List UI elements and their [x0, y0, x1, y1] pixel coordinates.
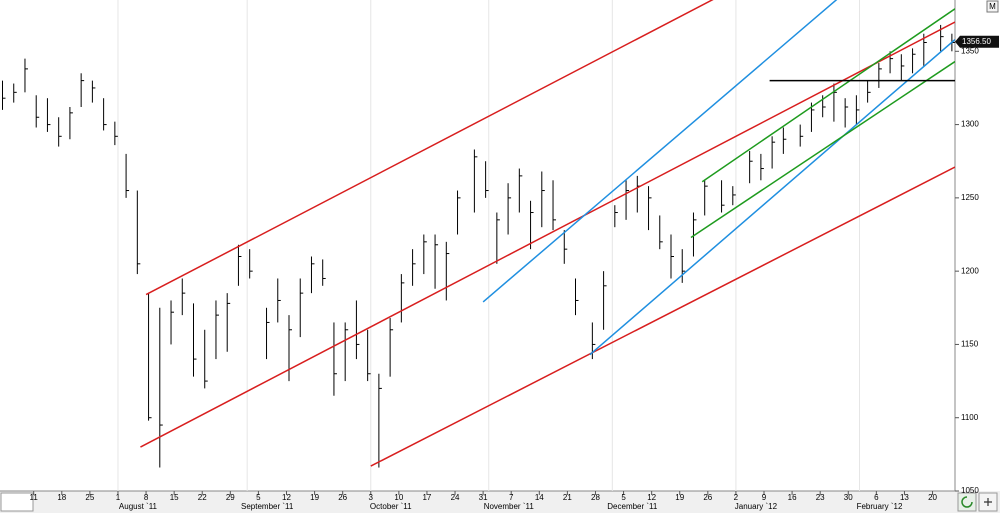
x-tick-label: 16: [788, 493, 797, 502]
x-tick-label: 10: [394, 493, 403, 502]
x-tick-label: 18: [57, 493, 66, 502]
month-label: August `11: [119, 502, 158, 511]
trend-line: [145, 0, 714, 296]
x-tick-label: 22: [198, 493, 207, 502]
x-tick-label: 9: [762, 493, 767, 502]
x-tick-label: 26: [338, 493, 347, 502]
x-tick-label: 23: [816, 493, 825, 502]
x-tick-label: 12: [282, 493, 291, 502]
corner-box[interactable]: [986, 0, 999, 13]
x-tick-label: 30: [844, 493, 853, 502]
trend-line: [589, 39, 955, 356]
month-label: February `12: [857, 502, 903, 511]
x-tick-label: 11: [30, 493, 39, 502]
x-tick-label: 5: [256, 493, 261, 502]
x-tick-label: 5: [621, 493, 626, 502]
x-tick-label: 3: [369, 493, 374, 502]
x-tick-label: 2: [734, 493, 739, 502]
x-tick-label: 25: [85, 493, 94, 502]
x-tick-label: 15: [170, 493, 179, 502]
y-tick-label: 1200: [961, 266, 979, 275]
x-tick-label: 20: [928, 493, 937, 502]
month-label: November `11: [484, 502, 535, 511]
refresh-icon: [961, 496, 973, 508]
x-tick-label: 19: [675, 493, 684, 502]
last-price-label: 1356.50: [962, 37, 991, 46]
trend-line: [701, 8, 955, 183]
x-tick-label: 26: [703, 493, 712, 502]
x-tick-label: 17: [422, 493, 431, 502]
month-label: September `11: [241, 502, 294, 511]
y-tick-label: 1100: [961, 413, 979, 422]
refresh-button[interactable]: [957, 492, 977, 512]
x-axis-band: [0, 491, 1000, 513]
y-tick-label: 1150: [961, 340, 979, 349]
x-tick-label: 24: [451, 493, 460, 502]
x-tick-label: 19: [310, 493, 319, 502]
trend-line: [140, 21, 955, 448]
x-tick-label: 7: [509, 493, 514, 502]
plot: [2, 0, 955, 468]
corner-label: M: [989, 2, 996, 11]
add-icon: [984, 498, 992, 506]
y-tick-label: 1050: [961, 486, 979, 495]
trend-line: [370, 166, 955, 467]
y-tick-label: 1350: [961, 46, 979, 55]
x-tick-label: 14: [535, 493, 544, 502]
x-tick-label: 28: [591, 493, 600, 502]
axes: August `11 September `11 October `11 Novemb…: [30, 35, 999, 511]
x-tick-label: 31: [479, 493, 488, 502]
y-tick-label: 1250: [961, 193, 979, 202]
x-tick-label: 6: [874, 493, 879, 502]
y-tick-label: 1300: [961, 120, 979, 129]
trend-line: [482, 0, 838, 303]
month-label: October `11: [370, 502, 412, 511]
scroll-box[interactable]: [0, 492, 34, 512]
x-tick-label: 1: [116, 493, 121, 502]
x-tick-label: 29: [226, 493, 235, 502]
x-tick-label: 21: [563, 493, 572, 502]
month-label: December `11: [607, 502, 658, 511]
last-price-box: [955, 35, 999, 48]
x-tick-label: 8: [144, 493, 149, 502]
month-label: January `12: [735, 502, 778, 511]
grid: [117, 0, 860, 491]
x-tick-label: 12: [647, 493, 656, 502]
trend-line: [690, 60, 955, 239]
x-tick-label: 13: [900, 493, 909, 502]
